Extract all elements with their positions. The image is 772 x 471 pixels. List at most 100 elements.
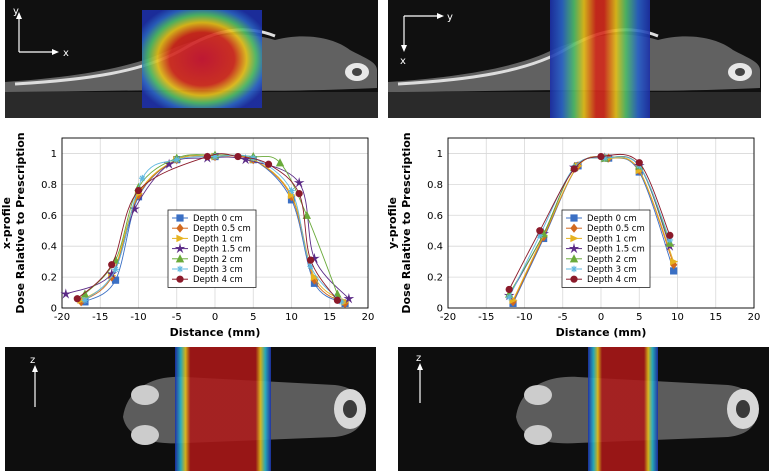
data-point (536, 232, 544, 239)
x-axis-label: Distance (mm) (170, 326, 261, 339)
x-tick-label: 5 (250, 312, 256, 323)
data-point (670, 257, 679, 266)
legend-marker (570, 234, 579, 243)
data-point (337, 298, 345, 306)
data-point (108, 261, 116, 269)
legend-marker (174, 242, 186, 254)
legend-entry: Depth 3 cm (587, 265, 637, 275)
y-profile-chart: -20 -15 -10 -5 0 5 10 15 20 0 0.2 0.4 0.6 0.8 1 Distanc… (386, 128, 772, 340)
data-point (536, 227, 544, 235)
x-tick-label: -15 (478, 312, 494, 323)
x-tick-label: -20 (440, 312, 456, 323)
legend-entry: Depth 1 cm (587, 234, 637, 244)
orientation-label-z: z (416, 353, 421, 364)
legend-entry: Depth 1.5 cm (193, 245, 251, 255)
x-tick-label: -10 (516, 312, 532, 323)
ct-image-sagittal-y: y x (388, 0, 761, 118)
orientation-label-x: x (400, 56, 406, 67)
data-point (129, 203, 141, 214)
data-point (307, 256, 315, 264)
y-axis-prefix-label: y-profile (386, 197, 399, 249)
x-tick-label: 10 (671, 312, 684, 323)
data-point (240, 153, 251, 165)
plot-frame (61, 137, 369, 309)
x-tick-label: 20 (748, 312, 761, 323)
legend-entry: Depth 0.5 cm (193, 224, 251, 234)
data-point (307, 262, 314, 270)
y-tick-label: 0.6 (427, 211, 443, 222)
y-tick-label: 0.6 (41, 211, 57, 222)
data-point (505, 285, 513, 294)
x-tick-label: -15 (92, 312, 108, 323)
data-point (505, 293, 513, 301)
data-point (112, 266, 119, 273)
data-point (570, 165, 578, 173)
x-tick-label: 15 (709, 312, 722, 323)
data-point (203, 152, 211, 161)
x-profile-chart: -20 -15 -10 -5 0 5 10 15 20 0 0.2 0.4 0.6 0.8 1 Distanc… (0, 128, 386, 340)
data-point (60, 288, 72, 299)
data-point (635, 159, 643, 167)
legend-marker (176, 214, 184, 222)
legend-entry: Depth 1.5 cm (587, 245, 645, 255)
x-tick-label: 10 (285, 312, 298, 323)
y-tick-label: 0.8 (427, 180, 443, 191)
data-point (293, 177, 305, 188)
data-point (73, 295, 81, 303)
ct-image-sagittal-x: y x (5, 0, 378, 118)
x-axis-label: Distance (mm) (556, 326, 647, 339)
legend-marker (570, 214, 578, 222)
data-point (302, 210, 311, 219)
x-tick-label: 0 (212, 312, 218, 323)
y-axis-label: Dose Ralative to Prescription (400, 132, 413, 313)
series-depth_3 (81, 153, 345, 306)
ct-image-axial-right: z (398, 347, 769, 471)
ct-axial-svg: z (5, 347, 376, 471)
x-tick-label: -20 (54, 312, 70, 323)
legend-entry: Depth 0 cm (587, 214, 637, 224)
legend-marker (176, 223, 184, 233)
data-point (134, 186, 143, 195)
data-point (333, 296, 342, 304)
y-tick-label: 0 (51, 304, 57, 315)
data-point (234, 152, 242, 161)
ct-sagittal-svg: y x (5, 0, 378, 118)
legend-entry: Depth 4 cm (193, 275, 243, 285)
x-tick-label: 5 (636, 312, 642, 323)
data-point (249, 154, 257, 162)
data-point (81, 296, 89, 304)
data-point (343, 293, 355, 304)
legend-marker (570, 275, 578, 283)
series-depth_4 (73, 152, 342, 304)
legend-entry: Depth 3 cm (193, 265, 243, 275)
data-point (310, 273, 319, 281)
y-profile-chart-svg: -20 -15 -10 -5 0 5 10 15 20 0 0.2 0.4 0.6 0.8 1 Distanc… (386, 132, 761, 339)
x-tick-label: 15 (323, 312, 336, 323)
x-tick-label: -10 (130, 312, 146, 323)
data-point (139, 174, 146, 182)
data-point (597, 152, 605, 161)
legend-marker (176, 275, 184, 283)
data-point (173, 156, 181, 163)
x-profile-chart-svg: -20 -15 -10 -5 0 5 10 15 20 0 0.2 0.4 0.6 0.8 1 Distanc… (0, 132, 375, 339)
legend-entry: Depth 4 cm (587, 275, 637, 285)
legend-marker (568, 242, 580, 254)
y-tick-label: 0 (437, 304, 443, 315)
x-tick-label: -5 (172, 312, 182, 323)
legend-marker (176, 234, 185, 243)
data-point (666, 231, 674, 239)
legend-marker (569, 254, 579, 263)
x-tick-label: 20 (362, 312, 375, 323)
data-point (211, 153, 219, 160)
data-point (288, 187, 295, 194)
data-point (295, 190, 303, 198)
x-tick-label: 0 (598, 312, 604, 323)
series-depth_4 (505, 152, 674, 294)
legend-marker (176, 265, 184, 273)
orientation-label-y: y (447, 12, 453, 23)
legend-marker (175, 254, 185, 263)
legend-entry: Depth 1 cm (193, 234, 243, 244)
ct-sagittal-svg: y x (388, 0, 761, 118)
legend-entry: Depth 2 cm (587, 255, 637, 265)
y-tick-label: 0.2 (427, 273, 443, 284)
